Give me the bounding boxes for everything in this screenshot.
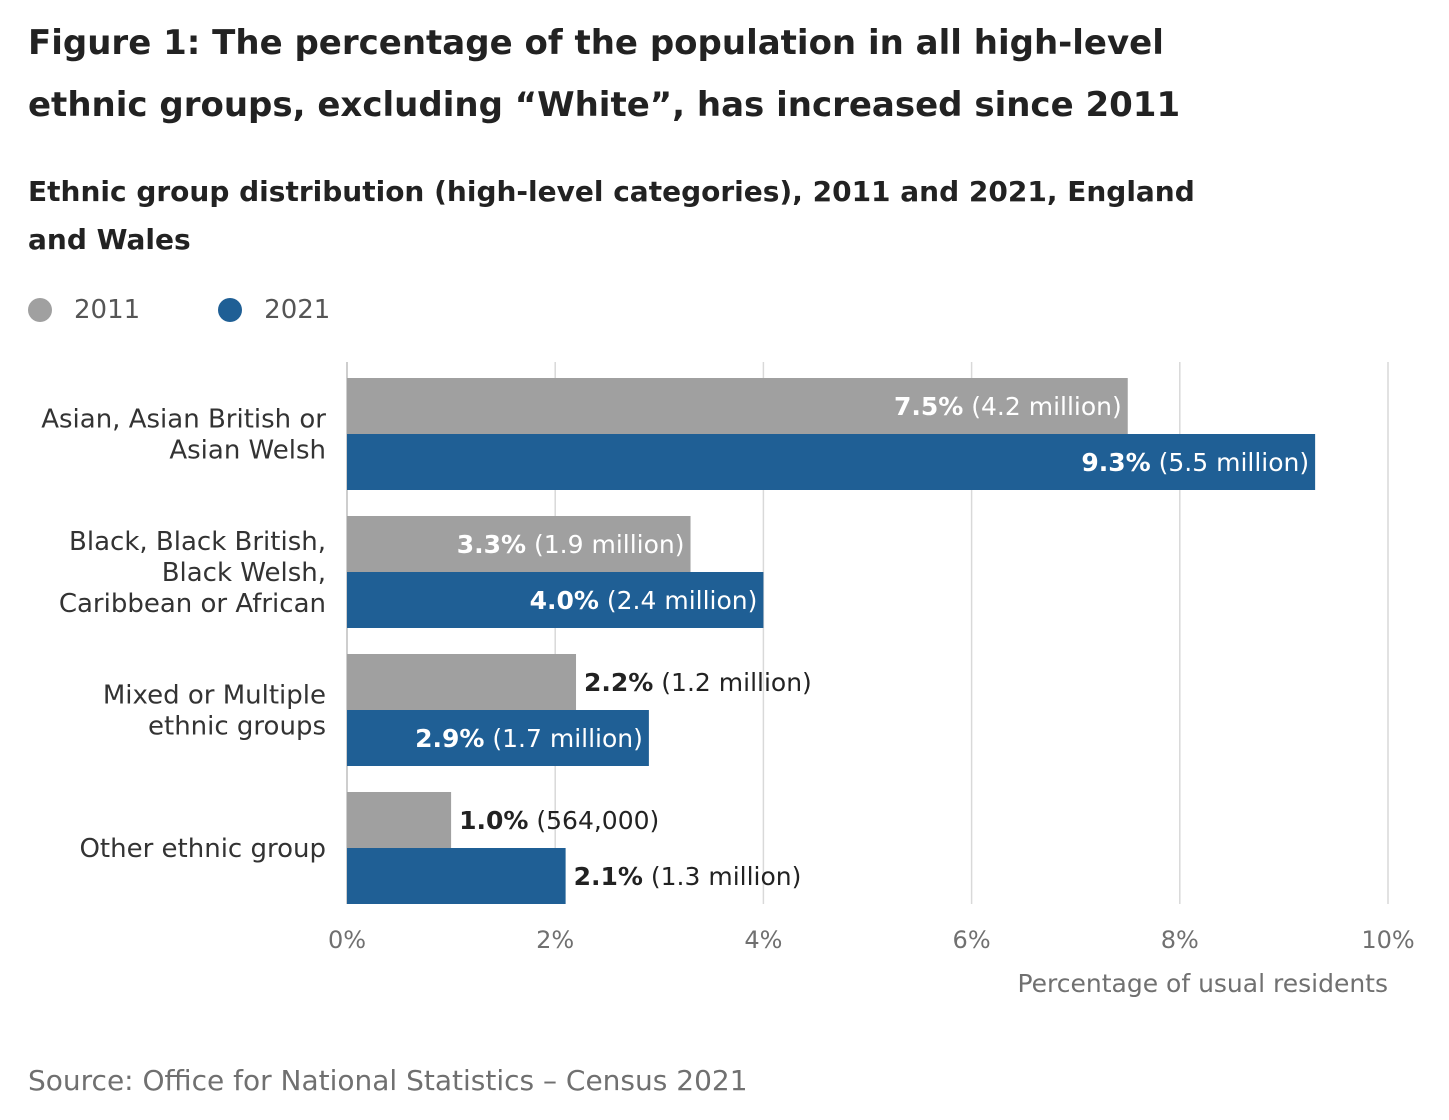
bar-2011 [347,792,452,848]
bar-2011 [347,654,577,710]
category-label: Asian Welsh [169,436,326,466]
legend-label-2011: 2011 [74,295,141,325]
legend-dot-2021-icon [218,298,243,322]
category-label: ethnic groups [148,712,326,742]
legend-item-2021: 2021 [218,295,330,325]
category-label: Mixed or Multiple [103,681,326,711]
category-label: Black, Black British, [69,527,326,557]
bar-chart: 0% 2% 4% 6% 8% 10% Percentage of usual residen… [41,362,1415,998]
bar-2021 [347,848,566,904]
x-tick-label: 0% [328,926,366,954]
category-label: Other ethnic group [79,834,326,864]
legend-dot-2011-icon [28,298,52,322]
bar-2011 [347,378,1128,434]
bar-2011 [347,516,691,572]
data-label-2021: 4.0% (2.4 million) [530,586,758,615]
x-tick-label: 10% [1361,926,1414,954]
x-tick-label: 8% [1161,926,1199,954]
x-axis-title: Percentage of usual residents [1017,969,1388,998]
data-label-2021: 2.9% (1.7 million) [415,724,643,753]
bar-2021 [347,710,649,766]
data-label-2021: 2.1% (1.3 million) [574,862,802,891]
legend-label-2021: 2021 [264,295,331,325]
chart-legend: 2011 2021 [28,288,408,332]
x-tick-label: 4% [744,926,782,954]
bar-2021 [347,434,1316,490]
legend-item-2011: 2011 [28,295,140,325]
category-label: Black Welsh, [162,558,326,588]
x-tick-label: 2% [536,926,574,954]
data-label-2021: 9.3% (5.5 million) [1081,448,1309,477]
data-label-2011: 3.3% (1.9 million) [457,530,685,559]
source-note: Source: Office for National Statistics –… [28,1064,748,1097]
x-tick-label: 6% [953,926,991,954]
category-label: Asian, Asian British or [41,405,326,435]
data-label-2011: 7.5% (4.2 million) [894,392,1122,421]
figure-title: Figure 1: The percentage of the populati… [28,23,1181,125]
chart-subtitle: Ethnic group distribution (high-level ca… [28,175,1195,256]
category-label: Caribbean or African [59,589,326,619]
data-label-2011: 2.2% (1.2 million) [584,668,812,697]
bar-2021 [347,572,764,628]
data-label-2011: 1.0% (564,000) [459,806,659,835]
